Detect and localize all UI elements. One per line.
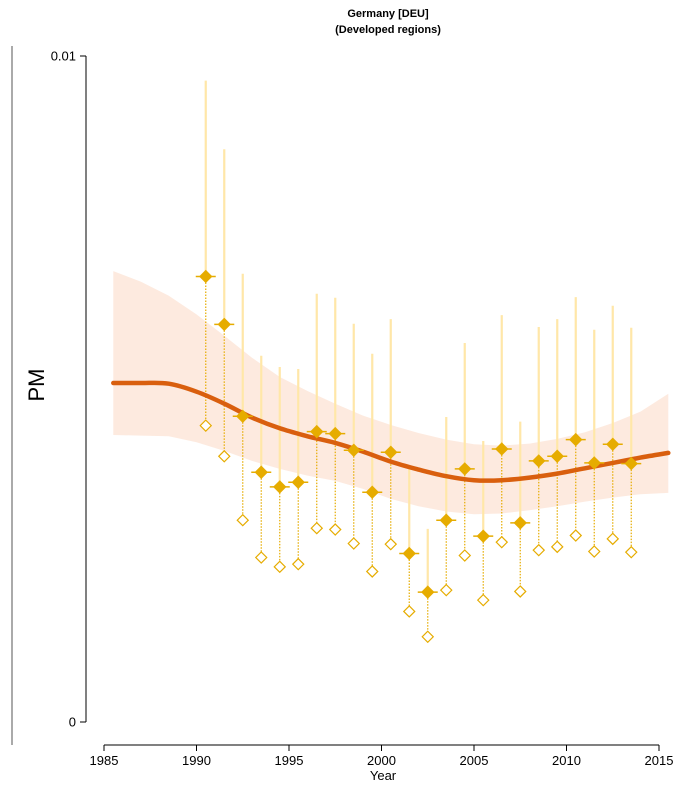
adjusted-point — [550, 449, 564, 463]
adjusted-point — [476, 529, 490, 543]
unadjusted-point — [236, 513, 250, 527]
unadjusted-point — [513, 585, 527, 598]
unadjusted-point — [365, 565, 379, 578]
adjusted-point — [347, 443, 361, 457]
adjusted-point — [384, 445, 398, 459]
adjusted-point — [365, 485, 379, 499]
trend-line — [111, 380, 671, 483]
confidence-band — [113, 271, 669, 515]
x-tick-label: 1985 — [90, 753, 119, 768]
y-tick-label: 0.01 — [51, 49, 76, 64]
adjusted-point — [606, 437, 620, 451]
unadjusted-point — [199, 419, 213, 432]
adjusted-point — [532, 454, 546, 468]
unadjusted-point — [328, 523, 342, 536]
unadjusted-point — [273, 560, 287, 574]
adjusted-point — [217, 317, 231, 332]
x-tick-label: 2005 — [460, 753, 489, 768]
unadjusted-point — [532, 543, 546, 557]
unadjusted-point — [291, 557, 305, 571]
adjusted-point — [328, 426, 342, 441]
adjusted-point — [273, 480, 287, 494]
x-tick-label: 1995 — [275, 753, 304, 768]
uncertainty-intervals — [204, 80, 633, 637]
adjusted-point — [458, 462, 472, 476]
adjusted-point — [236, 409, 250, 424]
x-axis-label: Year — [370, 768, 397, 783]
chart-title: Germany [DEU] — [347, 8, 429, 20]
adjusted-point — [291, 475, 305, 489]
x-tick-label: 2000 — [367, 753, 396, 768]
unadjusted-point — [550, 540, 564, 554]
unadjusted-point — [587, 545, 601, 558]
chart-subtitle: (Developed regions) — [335, 24, 441, 36]
axes: 0 0.01 1985 1990 1995 2000 2005 2010 2015 — [51, 49, 674, 769]
trend-curve — [111, 380, 671, 483]
x-tick-label: 2010 — [552, 753, 581, 768]
adjusted-point — [421, 585, 435, 599]
adjusted-point — [439, 513, 453, 527]
unadjusted-point — [217, 449, 231, 463]
unadjusted-point — [606, 532, 620, 546]
unadjusted-point — [384, 537, 398, 551]
adjusted-point — [624, 456, 638, 471]
adjusted-point — [569, 432, 583, 447]
unadjusted-point — [347, 537, 361, 550]
x-tick-label: 2015 — [645, 753, 674, 768]
adjusted-point — [310, 424, 324, 439]
unadjusted-point — [624, 545, 638, 559]
unadjusted-point — [476, 593, 490, 607]
unadjusted-point — [439, 583, 453, 597]
adjusted-point — [199, 269, 213, 284]
unadjusted-point — [254, 551, 268, 564]
adjusted-point — [587, 456, 601, 470]
unadjusted-point — [458, 549, 472, 562]
unadjusted-point — [421, 630, 435, 644]
unadjusted-point — [402, 605, 416, 618]
adjusted-point — [402, 546, 416, 561]
x-tick-label: 1990 — [182, 753, 211, 768]
unadjusted-point — [495, 535, 509, 549]
adjusted-point — [254, 465, 268, 479]
unadjusted-point — [310, 521, 324, 535]
unadjusted-point — [569, 529, 583, 542]
y-axis-label: PM — [24, 369, 49, 402]
y-tick-label: 0 — [69, 715, 76, 730]
adjusted-point — [495, 442, 509, 456]
data-points — [195, 269, 642, 644]
confidence-band-area — [113, 271, 669, 515]
adjusted-point — [513, 516, 527, 530]
